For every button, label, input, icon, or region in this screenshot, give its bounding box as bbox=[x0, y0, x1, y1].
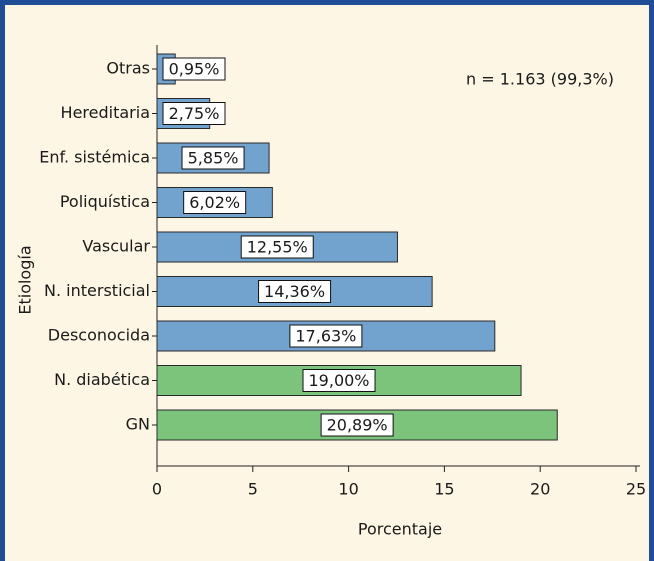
value-label: 5,85% bbox=[188, 149, 239, 168]
label-box bbox=[289, 324, 363, 348]
y-tick-label: Desconocida bbox=[48, 326, 150, 345]
y-axis-label: Etiología bbox=[16, 245, 35, 314]
x-tick-label: 10 bbox=[338, 480, 358, 499]
value-label: 14,36% bbox=[264, 282, 325, 301]
x-axis-label: Porcentaje bbox=[358, 520, 442, 539]
y-tick-label: Hereditaria bbox=[61, 103, 150, 122]
value-label: 12,55% bbox=[247, 238, 308, 257]
value-label: 19,00% bbox=[309, 371, 370, 390]
value-label: 20,89% bbox=[327, 416, 388, 435]
value-label: 17,63% bbox=[295, 327, 356, 346]
x-tick-label: 0 bbox=[152, 480, 162, 499]
label-box bbox=[320, 413, 394, 437]
y-tick-label: Enf. sistémica bbox=[39, 148, 150, 167]
value-label: 2,75% bbox=[169, 104, 220, 123]
y-tick-label: N. intersticial bbox=[44, 281, 150, 300]
label-box bbox=[258, 280, 332, 303]
label-box bbox=[162, 102, 226, 125]
label-box bbox=[302, 369, 376, 392]
y-tick-label: N. diabética bbox=[54, 370, 150, 389]
value-label: 6,02% bbox=[189, 193, 240, 212]
x-tick-label: 25 bbox=[626, 480, 646, 499]
y-tick-label: GN bbox=[126, 415, 150, 434]
label-box bbox=[183, 191, 247, 214]
y-tick-label: Vascular bbox=[82, 237, 150, 256]
x-tick-label: 15 bbox=[434, 480, 454, 499]
x-tick-label: 20 bbox=[530, 480, 550, 499]
label-box bbox=[240, 235, 314, 259]
label-box bbox=[162, 57, 226, 81]
y-tick-label: Poliquística bbox=[60, 192, 150, 211]
value-label: 0,95% bbox=[169, 60, 220, 79]
x-tick-label: 5 bbox=[248, 480, 258, 499]
annotation: n = 1.163 (99,3%) bbox=[466, 70, 614, 89]
y-tick-label: Otras bbox=[106, 59, 150, 78]
label-box bbox=[181, 146, 245, 170]
